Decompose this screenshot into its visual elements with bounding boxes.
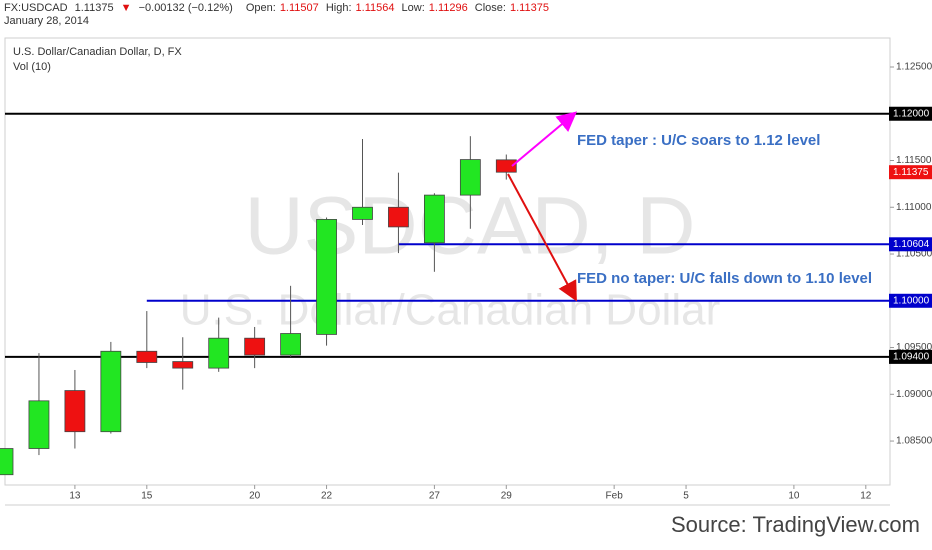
candle-body [28,400,50,449]
y-tick-label: 1.08500 [896,436,932,447]
source: Source: TradingView.com [671,512,920,537]
value: 1.11564 [355,2,395,14]
candle-body [244,337,266,356]
candle-body [423,194,445,244]
x-tick-label: 13 [69,491,81,502]
candle-body [280,333,302,356]
watermark-sub: U.S. Dollar/Canadian Dollar [180,286,720,335]
header: FX:USDCAD 1.11375 ▼ −0.00132 (−0.12%) Op… [4,2,553,28]
label: Close: [474,2,506,14]
header-line: FX:USDCAD 1.11375 ▼ −0.00132 (−0.12%) Op… [4,2,553,15]
y-tick-label: 1.11500 [896,155,932,166]
x-tick-label: 12 [860,491,872,502]
y-tick-label: 1.09000 [896,389,932,400]
price-box-label: 1.12000 [893,108,930,119]
price-box [889,106,932,121]
y-tick-label: 1.11000 [896,202,932,213]
arrow: ▼ [120,2,132,14]
marks: 1.08500 1.09000 1.09500 1.10500 1.11000 1.115… [0,62,932,502]
label: Low: [401,2,425,14]
value: 1.11296 [428,2,468,14]
x-tick-label: 27 [429,491,441,502]
last-price-box [889,165,932,180]
x-tick-label: 20 [249,491,261,502]
x-tick-label: 10 [788,491,800,502]
label: High: [325,2,352,14]
y-tick-label: 1.12500 [896,62,932,73]
price-box-label: 1.09400 [893,352,930,363]
candle-body [352,206,373,220]
value: 1.11375 [509,2,549,14]
candle-body [316,219,337,335]
arrow-down [507,173,577,302]
price-box [889,293,932,308]
x-tick-label: Feb [606,491,624,502]
x-tick-label: 22 [321,491,333,502]
label: Open: [245,2,276,14]
y-tick-label: 1.10500 [896,249,932,260]
indicator: Vol (10) [13,61,51,73]
candle-body [172,361,194,369]
arrow-up [511,111,578,167]
price-box [889,349,932,364]
annotation: FED no taper: U/C falls down to 1.10 lev… [577,270,872,287]
price-box [889,237,932,252]
price-box-label: 1.10604 [893,239,930,250]
candle-body [0,448,14,476]
date: January 28, 2014 [4,15,90,27]
candle-body [459,159,481,196]
y-tick-label: 1.09500 [896,342,932,353]
x-tick-label: 15 [141,491,153,502]
candle-body [208,337,230,369]
annotation: FED taper : U/C soars to 1.12 level [577,132,820,149]
candle-body [388,206,409,228]
price-box-label: 1.10000 [893,295,930,306]
candle-body [100,350,122,433]
candle-body [64,390,86,433]
symbol: FX:USDCAD [4,2,68,14]
candle-body [136,350,158,363]
plot-frame [4,37,891,486]
change: −0.00132 (−0.12%) [138,2,233,14]
chart-label: U.S. Dollar/Canadian Dollar, D, FX [13,46,182,58]
price: 1.11375 [74,2,114,14]
value: 1.11507 [279,2,319,14]
x-tick-label: 5 [683,491,689,502]
x-tick-label: 29 [501,491,513,502]
last-price-label: 1.11375 [893,167,929,178]
candle-body [495,159,517,173]
